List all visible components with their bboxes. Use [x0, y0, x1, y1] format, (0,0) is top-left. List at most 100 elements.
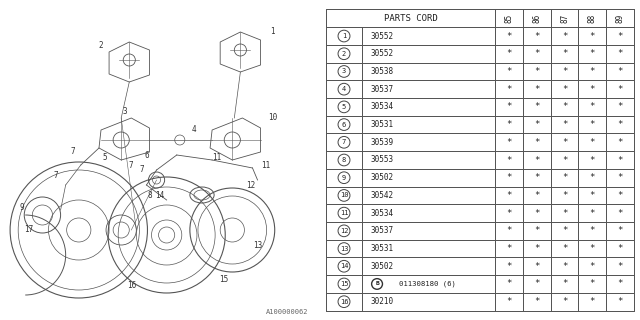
Text: *: * — [589, 156, 595, 164]
Bar — [606, 63, 634, 80]
Text: 89: 89 — [615, 14, 625, 23]
Bar — [362, 187, 495, 204]
Bar — [495, 151, 523, 169]
Bar — [579, 98, 606, 116]
Text: *: * — [617, 279, 623, 288]
Bar — [523, 151, 550, 169]
Text: 4: 4 — [342, 86, 346, 92]
Bar — [326, 293, 362, 310]
Text: *: * — [534, 279, 540, 288]
Text: *: * — [589, 244, 595, 253]
Bar — [523, 10, 550, 27]
Text: 10: 10 — [268, 114, 277, 123]
Text: *: * — [562, 173, 567, 182]
Text: 14: 14 — [340, 263, 348, 269]
Text: 30538: 30538 — [371, 67, 394, 76]
Text: *: * — [617, 32, 623, 41]
Text: *: * — [534, 173, 540, 182]
Bar — [495, 222, 523, 240]
Text: *: * — [534, 85, 540, 94]
Bar — [550, 169, 579, 187]
Text: *: * — [562, 279, 567, 288]
Text: 1: 1 — [342, 33, 346, 39]
Bar — [523, 27, 550, 45]
Text: 30502: 30502 — [371, 173, 394, 182]
Bar — [579, 45, 606, 63]
Text: 30210: 30210 — [371, 297, 394, 306]
Bar — [579, 204, 606, 222]
Bar — [495, 187, 523, 204]
Text: A100000062: A100000062 — [266, 309, 308, 315]
Text: 30534: 30534 — [371, 209, 394, 218]
Bar — [326, 187, 362, 204]
Text: 30534: 30534 — [371, 102, 394, 111]
Bar — [550, 98, 579, 116]
Bar — [362, 98, 495, 116]
Bar — [495, 204, 523, 222]
Text: *: * — [506, 85, 512, 94]
Bar — [326, 98, 362, 116]
Text: B: B — [375, 282, 379, 286]
Bar — [550, 133, 579, 151]
Text: *: * — [617, 138, 623, 147]
Text: 15: 15 — [340, 281, 348, 287]
Bar — [579, 240, 606, 257]
Text: *: * — [506, 244, 512, 253]
Text: *: * — [617, 120, 623, 129]
Bar — [362, 257, 495, 275]
Bar — [579, 63, 606, 80]
Text: *: * — [506, 226, 512, 235]
Bar — [362, 27, 495, 45]
Bar — [362, 80, 495, 98]
Bar — [362, 133, 495, 151]
Bar — [579, 169, 606, 187]
Bar — [550, 187, 579, 204]
Text: 15: 15 — [220, 276, 229, 284]
Text: 7: 7 — [129, 161, 134, 170]
Bar — [550, 10, 579, 27]
Text: *: * — [589, 191, 595, 200]
Text: 11: 11 — [212, 153, 222, 162]
Bar — [495, 27, 523, 45]
Bar — [579, 275, 606, 293]
Text: *: * — [534, 262, 540, 271]
Bar — [362, 222, 495, 240]
Bar — [550, 116, 579, 133]
Bar — [606, 151, 634, 169]
Text: 011308180 (6): 011308180 (6) — [399, 281, 456, 287]
Text: 16: 16 — [340, 299, 348, 305]
Text: 30552: 30552 — [371, 32, 394, 41]
Bar — [362, 204, 495, 222]
Text: 30502: 30502 — [371, 262, 394, 271]
Text: *: * — [589, 120, 595, 129]
Text: *: * — [562, 244, 567, 253]
Bar — [495, 169, 523, 187]
Bar — [579, 293, 606, 310]
Text: *: * — [589, 226, 595, 235]
Text: *: * — [617, 173, 623, 182]
Bar — [362, 293, 495, 310]
Text: *: * — [506, 262, 512, 271]
Text: *: * — [562, 85, 567, 94]
Bar — [579, 27, 606, 45]
Bar — [362, 45, 495, 63]
Bar — [326, 240, 362, 257]
Bar — [579, 133, 606, 151]
Bar — [362, 275, 495, 293]
Text: *: * — [589, 297, 595, 306]
Bar — [362, 116, 495, 133]
Text: 30539: 30539 — [371, 138, 394, 147]
Text: *: * — [589, 102, 595, 111]
Bar — [495, 293, 523, 310]
Text: 30537: 30537 — [371, 85, 394, 94]
Bar — [523, 257, 550, 275]
Text: 7: 7 — [342, 139, 346, 145]
Bar — [326, 45, 362, 63]
Text: 8: 8 — [342, 157, 346, 163]
Bar — [326, 116, 362, 133]
Text: *: * — [506, 32, 512, 41]
Text: *: * — [589, 85, 595, 94]
Bar — [606, 293, 634, 310]
Text: 30537: 30537 — [371, 226, 394, 235]
Text: 5: 5 — [342, 104, 346, 110]
